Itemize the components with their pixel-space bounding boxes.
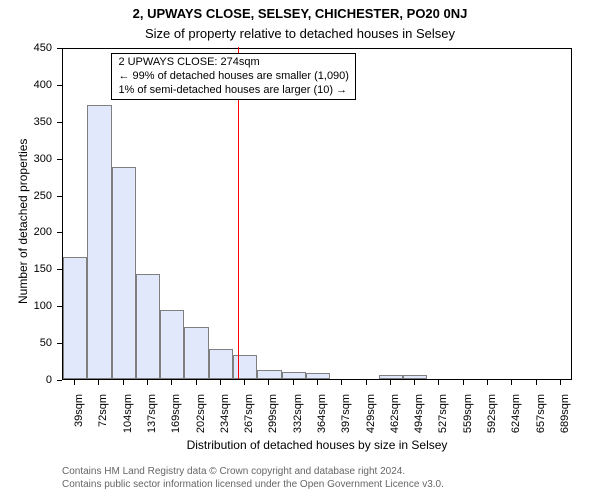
histogram-bar — [233, 355, 257, 379]
histogram-bar — [282, 372, 306, 379]
x-tick-mark — [366, 380, 367, 385]
x-tick-label: 299sqm — [267, 394, 279, 464]
x-tick-label: 624sqm — [510, 394, 522, 464]
y-tick-mark — [57, 380, 62, 381]
x-tick-mark — [560, 380, 561, 385]
callout-line-3: 1% of semi-detached houses are larger (1… — [118, 84, 349, 98]
x-tick-label: 559sqm — [462, 394, 474, 464]
histogram-bar — [209, 349, 233, 379]
plot-area: 2 UPWAYS CLOSE: 274sqm ← 99% of detached… — [62, 48, 572, 380]
y-tick-label: 250 — [0, 190, 52, 202]
histogram-bar — [403, 375, 427, 379]
x-tick-label: 332sqm — [292, 394, 304, 464]
callout-line-2: ← 99% of detached houses are smaller (1,… — [118, 70, 349, 84]
chart-title-line2: Size of property relative to detached ho… — [0, 26, 600, 41]
x-tick-mark — [463, 380, 464, 385]
x-tick-label: 234sqm — [219, 394, 231, 464]
y-tick-label: 450 — [0, 42, 52, 54]
x-tick-mark — [171, 380, 172, 385]
x-axis-label: Distribution of detached houses by size … — [62, 438, 572, 452]
y-tick-mark — [57, 48, 62, 49]
y-tick-label: 350 — [0, 116, 52, 128]
x-tick-mark — [74, 380, 75, 385]
histogram-bar — [160, 310, 184, 379]
x-tick-label: 364sqm — [316, 394, 328, 464]
x-tick-mark — [414, 380, 415, 385]
x-tick-label: 397sqm — [340, 394, 352, 464]
y-tick-mark — [57, 159, 62, 160]
y-tick-mark — [57, 232, 62, 233]
x-tick-label: 592sqm — [486, 394, 498, 464]
x-tick-mark — [244, 380, 245, 385]
histogram-bar — [87, 105, 111, 379]
x-tick-label: 527sqm — [437, 394, 449, 464]
y-tick-mark — [57, 269, 62, 270]
x-tick-label: 689sqm — [559, 394, 571, 464]
footer-line-1: Contains HM Land Registry data © Crown c… — [62, 466, 444, 479]
footer-line-2: Contains public sector information licen… — [62, 479, 444, 492]
x-tick-label: 494sqm — [413, 394, 425, 464]
x-tick-mark — [438, 380, 439, 385]
x-tick-mark — [123, 380, 124, 385]
histogram-bar — [63, 257, 87, 379]
y-tick-mark — [57, 343, 62, 344]
x-tick-mark — [98, 380, 99, 385]
histogram-bar — [184, 327, 208, 379]
y-tick-mark — [57, 122, 62, 123]
x-tick-mark — [341, 380, 342, 385]
y-tick-label: 0 — [0, 374, 52, 386]
x-tick-mark — [511, 380, 512, 385]
x-tick-label: 202sqm — [195, 394, 207, 464]
y-tick-label: 150 — [0, 263, 52, 275]
x-tick-label: 657sqm — [535, 394, 547, 464]
x-tick-label: 462sqm — [389, 394, 401, 464]
histogram-bar — [257, 370, 281, 379]
y-tick-mark — [57, 306, 62, 307]
footer-credits: Contains HM Land Registry data © Crown c… — [62, 466, 444, 491]
y-tick-label: 400 — [0, 79, 52, 91]
x-tick-mark — [147, 380, 148, 385]
y-tick-label: 50 — [0, 337, 52, 349]
x-tick-mark — [220, 380, 221, 385]
x-tick-mark — [536, 380, 537, 385]
callout-box: 2 UPWAYS CLOSE: 274sqm ← 99% of detached… — [111, 53, 356, 100]
histogram-bar — [306, 373, 330, 379]
x-tick-label: 169sqm — [170, 394, 182, 464]
histogram-bar — [379, 375, 403, 379]
x-tick-mark — [390, 380, 391, 385]
callout-line-1: 2 UPWAYS CLOSE: 274sqm — [118, 56, 349, 70]
x-tick-label: 137sqm — [146, 394, 158, 464]
histogram-bar — [136, 274, 160, 380]
y-tick-mark — [57, 196, 62, 197]
x-tick-label: 72sqm — [97, 394, 109, 464]
x-tick-mark — [317, 380, 318, 385]
y-tick-mark — [57, 85, 62, 86]
histogram-bar — [112, 167, 136, 379]
y-tick-label: 300 — [0, 153, 52, 165]
x-tick-mark — [487, 380, 488, 385]
chart-title-line1: 2, UPWAYS CLOSE, SELSEY, CHICHESTER, PO2… — [0, 6, 600, 21]
x-tick-mark — [268, 380, 269, 385]
x-tick-label: 39sqm — [73, 394, 85, 464]
x-tick-mark — [196, 380, 197, 385]
x-tick-mark — [293, 380, 294, 385]
x-tick-label: 104sqm — [122, 394, 134, 464]
chart-frame: 2, UPWAYS CLOSE, SELSEY, CHICHESTER, PO2… — [0, 0, 600, 500]
x-tick-label: 267sqm — [243, 394, 255, 464]
x-tick-label: 429sqm — [365, 394, 377, 464]
y-tick-label: 200 — [0, 226, 52, 238]
y-tick-label: 100 — [0, 300, 52, 312]
